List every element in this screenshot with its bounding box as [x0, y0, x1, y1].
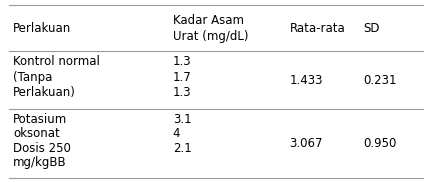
Text: Perlakuan): Perlakuan): [13, 86, 76, 99]
Text: 1.3: 1.3: [173, 86, 191, 99]
Text: SD: SD: [363, 22, 379, 35]
Text: 3.1: 3.1: [173, 113, 191, 126]
Text: mg/kgBB: mg/kgBB: [13, 156, 67, 169]
Text: Potasium: Potasium: [13, 113, 67, 126]
Text: Kontrol normal: Kontrol normal: [13, 55, 100, 68]
Text: Rata-rata: Rata-rata: [289, 22, 345, 35]
Text: 0.950: 0.950: [363, 137, 396, 150]
Text: 1.7: 1.7: [173, 70, 191, 84]
Text: Kadar Asam
Urat (mg/dL): Kadar Asam Urat (mg/dL): [173, 14, 248, 43]
Text: 4: 4: [173, 127, 180, 140]
Text: (Tanpa: (Tanpa: [13, 70, 52, 84]
Text: 1.3: 1.3: [173, 55, 191, 68]
Text: Dosis 250: Dosis 250: [13, 142, 71, 155]
Text: Perlakuan: Perlakuan: [13, 22, 71, 35]
Text: oksonat: oksonat: [13, 127, 60, 140]
Text: 2.1: 2.1: [173, 142, 191, 155]
Text: 0.231: 0.231: [363, 74, 397, 87]
Text: 1.433: 1.433: [289, 74, 323, 87]
Text: 3.067: 3.067: [289, 137, 323, 150]
